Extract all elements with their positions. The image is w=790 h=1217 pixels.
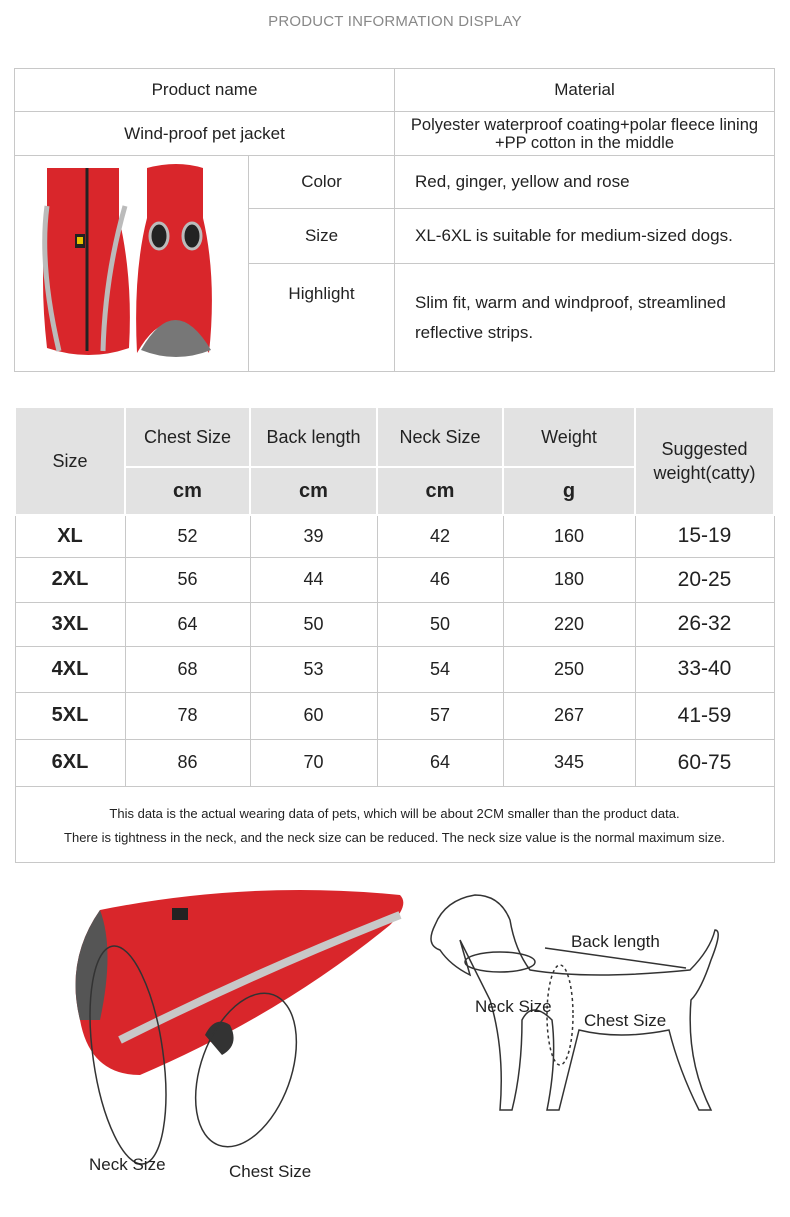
- size-cell: 2XL: [14, 556, 126, 603]
- unit-cm: cm: [376, 466, 504, 516]
- size-row: 2XL 56 44 46 180 20-25: [14, 556, 775, 603]
- weight-header: Weight: [502, 406, 636, 468]
- value-cell: 160: [502, 514, 636, 558]
- value-cell: 41-59: [634, 691, 775, 740]
- product-name-value: Wind-proof pet jacket: [14, 111, 395, 156]
- jacket-chest-label: Chest Size: [229, 1162, 311, 1181]
- size-cell: XL: [14, 514, 126, 558]
- value-cell: 44: [249, 556, 378, 603]
- value-cell: 64: [124, 601, 251, 647]
- suggested-weight-header: Suggested weight(catty): [634, 406, 775, 516]
- value-cell: 56: [124, 556, 251, 603]
- size-cell: 3XL: [14, 601, 126, 647]
- value-cell: 64: [376, 738, 504, 787]
- value-cell: 20-25: [634, 556, 775, 603]
- size-note: This data is the actual wearing data of …: [14, 785, 775, 863]
- neck-header: Neck Size: [376, 406, 504, 468]
- value-cell: 180: [502, 556, 636, 603]
- value-cell: 68: [124, 645, 251, 693]
- product-info-table: Product name Material Wind-proof pet jac…: [14, 68, 775, 372]
- value-cell: 52: [124, 514, 251, 558]
- unit-g: g: [502, 466, 636, 516]
- back-header: Back length: [249, 406, 378, 468]
- page-title: PRODUCT INFORMATION DISPLAY: [268, 13, 522, 30]
- size-cell: 5XL: [14, 691, 126, 740]
- material-value: Polyester waterproof coating+polar fleec…: [394, 111, 775, 156]
- value-cell: 60-75: [634, 738, 775, 787]
- dog-outline: [430, 894, 719, 1111]
- jacket-illustration: [75, 890, 404, 1165]
- size-value: XL-6XL is suitable for medium-sized dogs…: [394, 208, 775, 264]
- value-cell: 70: [249, 738, 378, 787]
- size-row: 6XL 86 70 64 345 60-75: [14, 738, 775, 787]
- size-row: 3XL 64 50 50 220 26-32: [14, 601, 775, 647]
- size-cell: 6XL: [14, 738, 126, 787]
- size-chart-table: Size Chest Size Back length Neck Size We…: [14, 406, 775, 863]
- size-row: XL 52 39 42 160 15-19: [14, 514, 775, 558]
- value-cell: 46: [376, 556, 504, 603]
- jacket-neck-label: Neck Size: [89, 1155, 166, 1174]
- size-label: Size: [248, 208, 395, 264]
- value-cell: 54: [376, 645, 504, 693]
- size-row: 4XL 68 53 54 250 33-40: [14, 645, 775, 693]
- unit-cm: cm: [249, 466, 378, 516]
- color-label: Color: [248, 155, 395, 209]
- value-cell: 26-32: [634, 601, 775, 647]
- dog-neck-label: Neck Size: [475, 997, 552, 1016]
- value-cell: 42: [376, 514, 504, 558]
- size-row: 5XL 78 60 57 267 41-59: [14, 691, 775, 740]
- value-cell: 53: [249, 645, 378, 693]
- note-line-2: There is tightness in the neck, and the …: [64, 830, 725, 845]
- highlight-value: Slim fit, warm and windproof, streamline…: [394, 263, 775, 372]
- value-cell: 220: [502, 601, 636, 647]
- value-cell: 250: [502, 645, 636, 693]
- unit-cm: cm: [124, 466, 251, 516]
- product-image: [14, 155, 249, 372]
- value-cell: 267: [502, 691, 636, 740]
- value-cell: 345: [502, 738, 636, 787]
- material-header: Material: [394, 68, 775, 112]
- highlight-label: Highlight: [248, 263, 395, 372]
- size-header: Size: [14, 406, 126, 516]
- value-cell: 33-40: [634, 645, 775, 693]
- value-cell: 15-19: [634, 514, 775, 558]
- color-value: Red, ginger, yellow and rose: [394, 155, 775, 209]
- dog-chest-label: Chest Size: [584, 1011, 666, 1030]
- value-cell: 39: [249, 514, 378, 558]
- value-cell: 78: [124, 691, 251, 740]
- value-cell: 57: [376, 691, 504, 740]
- value-cell: 50: [376, 601, 504, 647]
- product-name-header: Product name: [14, 68, 395, 112]
- value-cell: 50: [249, 601, 378, 647]
- note-line-1: This data is the actual wearing data of …: [109, 806, 680, 821]
- chest-header: Chest Size: [124, 406, 251, 468]
- value-cell: 60: [249, 691, 378, 740]
- value-cell: 86: [124, 738, 251, 787]
- jacket-photo: [41, 164, 212, 357]
- measurement-diagram: Neck Size Chest Size Back length Neck Si…: [75, 890, 719, 1181]
- dog-back-label: Back length: [571, 932, 660, 951]
- size-cell: 4XL: [14, 645, 126, 693]
